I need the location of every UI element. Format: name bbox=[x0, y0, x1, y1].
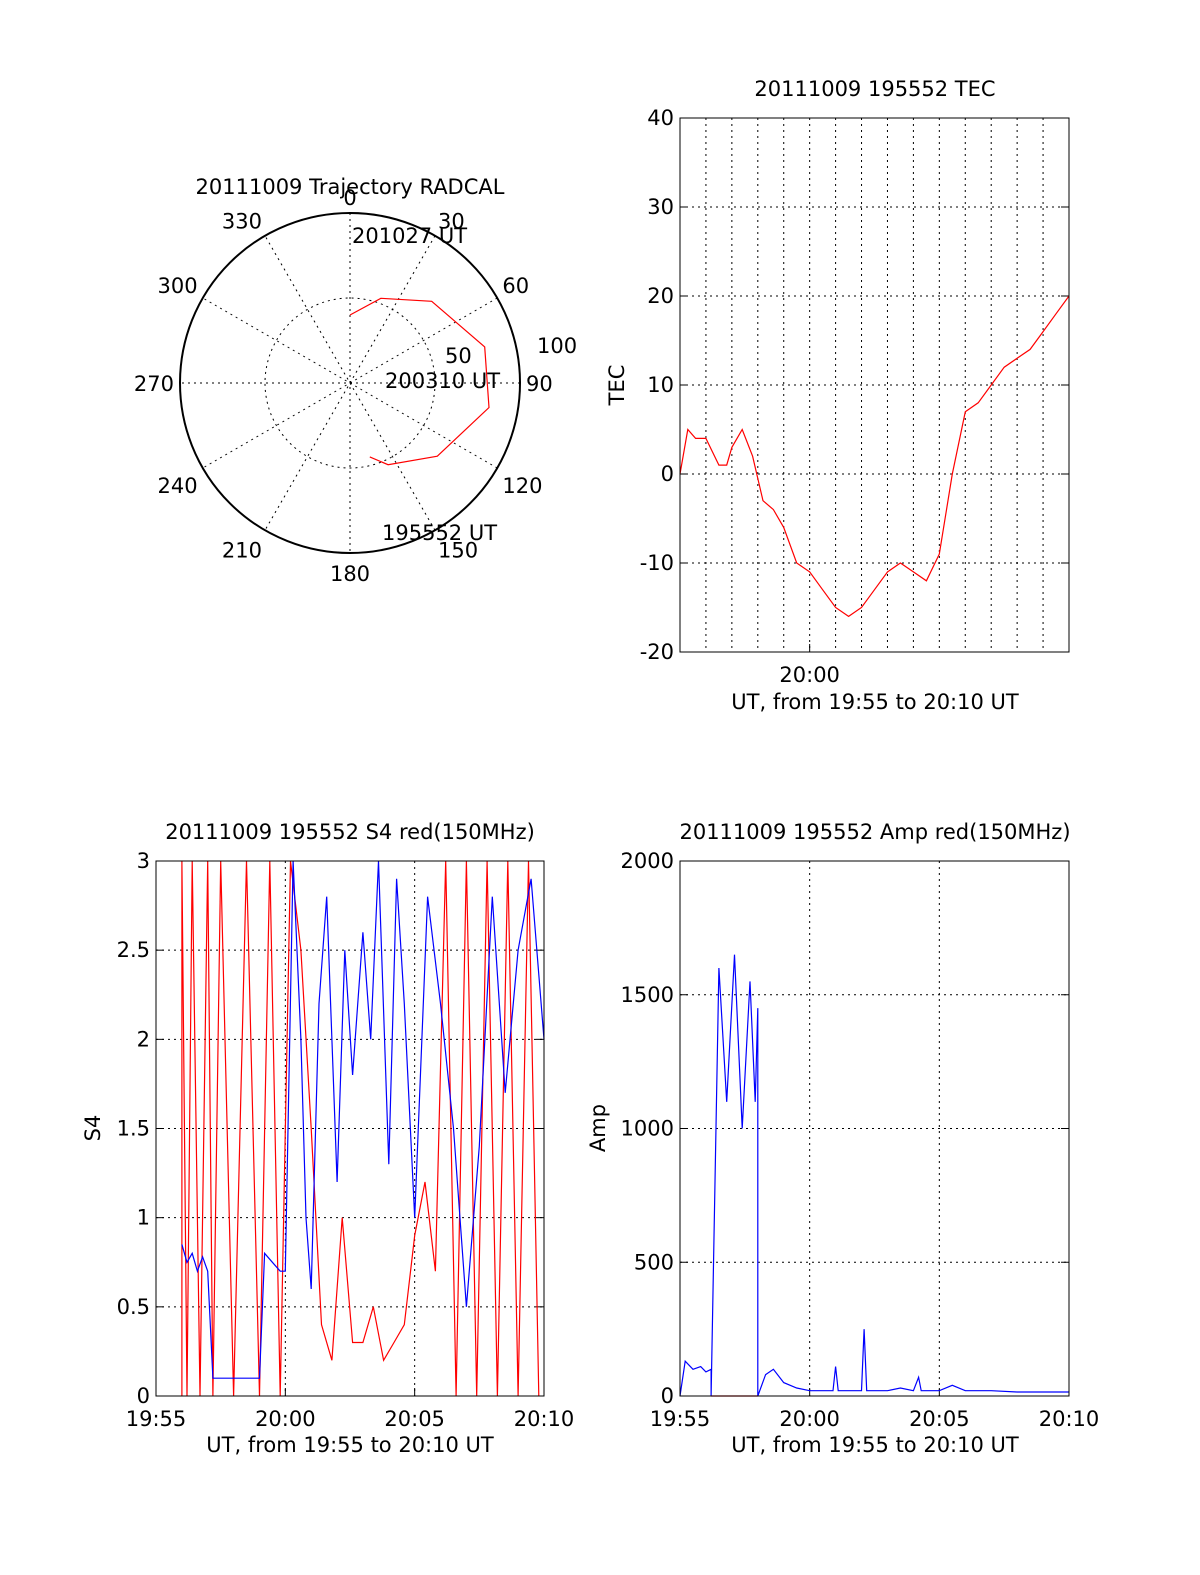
annotation-end-time: 201027 UT bbox=[352, 224, 467, 248]
azimuth-label-30: 30 bbox=[438, 210, 465, 234]
tec-chart: 20111009 195552 TEC -20 -10 0 10 20 30 40 20:00… bbox=[605, 77, 1070, 714]
annotation-start-time: 195552 UT bbox=[382, 521, 497, 545]
y-tick-label: -10 bbox=[640, 551, 674, 575]
ticks: 0 0.5 1 1.5 2 2.5 3 19:55 20:00 20:05 20:10 bbox=[117, 849, 575, 1431]
polar-spoke bbox=[264, 235, 436, 531]
series-group bbox=[181, 860, 545, 1397]
x-axis-label: UT, from 19:55 to 20:10 UT bbox=[206, 1433, 494, 1457]
x-tick-label: 20:10 bbox=[514, 1407, 575, 1431]
y-tick-label: 1500 bbox=[621, 983, 674, 1007]
x-tick-label: 20:05 bbox=[384, 1407, 445, 1431]
x-tick-label: 20:05 bbox=[909, 1407, 970, 1431]
azimuth-label-150: 150 bbox=[438, 538, 478, 562]
plot-frame bbox=[679, 860, 1070, 1397]
y-tick-label: 1000 bbox=[621, 1117, 674, 1141]
y-axis-label: Amp bbox=[586, 1104, 610, 1152]
y-tick-label: 0 bbox=[137, 1384, 150, 1408]
y-tick-label: 30 bbox=[647, 195, 674, 219]
y-tick-label: 20 bbox=[647, 284, 674, 308]
s4-chart: 20111009 195552 S4 red(150MHz) 0 0.5 1 1.5 2… bbox=[81, 820, 574, 1457]
azimuth-label-300: 300 bbox=[157, 274, 197, 298]
azimuth-label-240: 240 bbox=[157, 474, 197, 498]
y-tick-label: 0 bbox=[661, 1384, 674, 1408]
ticks: -20 -10 0 10 20 30 40 20:00 bbox=[640, 106, 1069, 687]
chart-title: 20111009 195552 TEC bbox=[754, 77, 995, 101]
azimuth-label-0: 0 bbox=[343, 186, 356, 210]
azimuth-label-60: 60 bbox=[502, 274, 529, 298]
amp-chart: 20111009 195552 Amp red(150MHz) 0 500 1000… bbox=[586, 820, 1099, 1457]
y-tick-label: 0 bbox=[661, 462, 674, 486]
azimuth-label-270: 270 bbox=[134, 372, 174, 396]
x-tick-label: 20:00 bbox=[779, 1407, 840, 1431]
elevation-label-50: 50 bbox=[445, 344, 472, 368]
y-axis-label: TEC bbox=[605, 365, 629, 407]
y-tick-label: 1.5 bbox=[117, 1117, 150, 1141]
y-tick-label: 0.5 bbox=[117, 1295, 150, 1319]
x-tick-label: 20:00 bbox=[779, 663, 840, 687]
x-tick-label: 19:55 bbox=[126, 1407, 187, 1431]
chart-title: 20111009 195552 S4 red(150MHz) bbox=[165, 820, 535, 844]
azimuth-label-180: 180 bbox=[330, 562, 370, 586]
annotation-mid-time: 200310 UT bbox=[385, 369, 500, 393]
series-line-0 bbox=[679, 954, 1069, 1397]
chart-title: 20111009 Trajectory RADCAL bbox=[196, 175, 505, 199]
x-tick-label: 20:00 bbox=[255, 1407, 316, 1431]
y-tick-label: 2000 bbox=[621, 849, 674, 873]
y-tick-label: 1 bbox=[137, 1206, 150, 1230]
plot-frame bbox=[155, 860, 545, 1397]
polar-trajectory-chart: 20111009 Trajectory RADCAL 0 30 60 90 120 150… bbox=[134, 175, 577, 586]
azimuth-label-90: 90 bbox=[526, 372, 553, 396]
series-line-0 bbox=[181, 860, 540, 1397]
y-axis-label: S4 bbox=[81, 1115, 105, 1142]
grid bbox=[680, 118, 1069, 652]
azimuth-label-210: 210 bbox=[222, 538, 262, 562]
x-tick-label: 19:55 bbox=[650, 1407, 711, 1431]
azimuth-labels: 0 30 60 90 120 150 180 210 240 270 300 330 bbox=[134, 186, 553, 586]
y-tick-label: 2.5 bbox=[117, 938, 150, 962]
azimuth-label-120: 120 bbox=[502, 474, 542, 498]
y-tick-label: 40 bbox=[647, 106, 674, 130]
plot-frame bbox=[679, 117, 1070, 653]
y-tick-label: 10 bbox=[647, 373, 674, 397]
y-tick-label: -20 bbox=[640, 640, 674, 664]
series-line-1 bbox=[181, 860, 545, 1379]
trajectory-line bbox=[349, 297, 490, 466]
ticks: 0 500 1000 1500 2000 19:55 20:00 20:05 20:10 bbox=[621, 849, 1100, 1431]
series-group bbox=[679, 954, 1069, 1397]
x-tick-label: 20:10 bbox=[1039, 1407, 1100, 1431]
polar-spokes bbox=[180, 213, 520, 553]
y-tick-label: 3 bbox=[137, 849, 150, 873]
x-axis-label: UT, from 19:55 to 20:10 UT bbox=[731, 1433, 1019, 1457]
chart-title: 20111009 195552 Amp red(150MHz) bbox=[679, 820, 1070, 844]
y-tick-label: 2 bbox=[137, 1027, 150, 1051]
azimuth-label-330: 330 bbox=[222, 210, 262, 234]
series-group bbox=[679, 295, 1070, 618]
grid bbox=[680, 861, 1069, 1396]
elevation-label-100: 100 bbox=[537, 334, 577, 358]
series-line-0 bbox=[679, 295, 1070, 618]
x-axis-label: UT, from 19:55 to 20:10 UT bbox=[731, 690, 1019, 714]
y-tick-label: 500 bbox=[634, 1250, 674, 1274]
